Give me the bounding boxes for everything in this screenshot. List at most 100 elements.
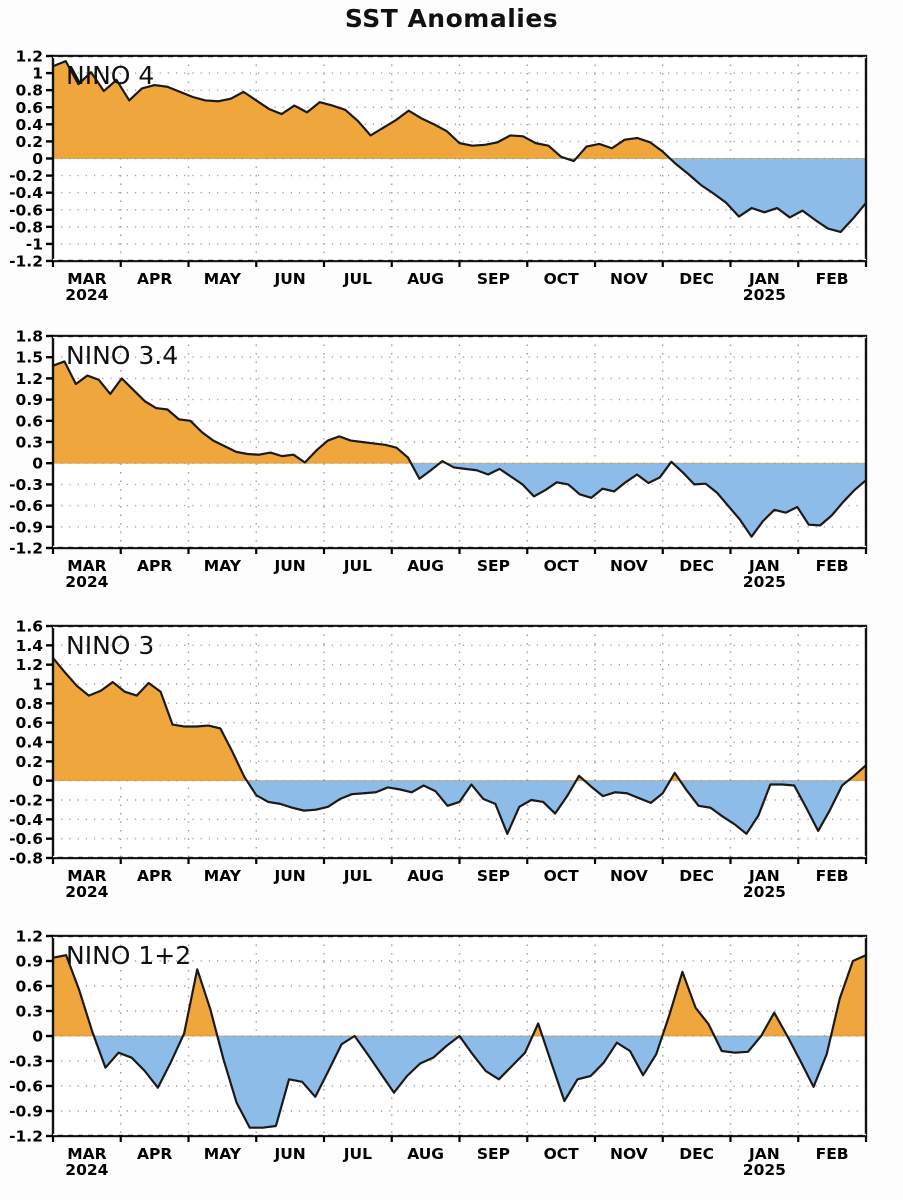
y-tick-label: -0.2 [9, 167, 43, 185]
x-tick-label-nov: NOV [610, 270, 648, 288]
y-axis: -0.8 -0.6-0.4-0.2 00.20.4 0.60.81 1.21.41.6 [9, 618, 53, 868]
positive-anomaly-area [53, 657, 866, 781]
x-tick-label-nov: NOV [610, 1145, 648, 1163]
y-tick-label: 0.8 [16, 695, 43, 713]
panel-nino-4: -1.2 -1 -0.8 -0.6 -0.4 -0.2 0 0.2 0.4 0.6 0.8 1 1.2 M… [0, 44, 903, 304]
panel-title: NINO 3 [66, 631, 154, 660]
y-tick-label: -0.3 [9, 476, 43, 494]
positive-anomaly-area [53, 61, 671, 159]
gridlines [53, 335, 866, 549]
y-tick-label: -0.8 [9, 850, 43, 868]
anomaly-line [52, 657, 867, 835]
x-tick-label-oct: OCT [544, 1145, 580, 1163]
x-tick-label-aug: AUG [407, 557, 444, 575]
x-tick-label-mar: MAR [67, 867, 106, 885]
y-tick-label: -0.8 [9, 218, 43, 236]
x-tick-label-mar: MAR [67, 270, 106, 288]
x-axis-year-2024: 2024 [65, 1161, 108, 1179]
y-tick-label: 0.4 [16, 116, 44, 134]
y-tick-label: 0 [32, 455, 43, 473]
x-tick-label-dec: DEC [679, 557, 714, 575]
y-tick-label: 0 [32, 150, 43, 168]
x-tick-label-dec: DEC [679, 270, 714, 288]
y-tick-label: 1.4 [16, 637, 44, 655]
x-tick-label-feb: FEB [816, 1145, 849, 1163]
y-tick-label: -0.4 [9, 184, 43, 202]
x-tick-label-may: MAY [204, 867, 242, 885]
x-tick-label-jan: JAN [748, 1145, 780, 1163]
y-tick-label: 1.6 [16, 618, 43, 636]
x-axis-year-2025: 2025 [743, 883, 786, 901]
x-tick-label-aug: AUG [407, 1145, 444, 1163]
x-tick-label-jul: JUL [343, 1145, 372, 1163]
y-tick-label: 1.2 [16, 928, 43, 946]
y-tick-label: 0.9 [16, 953, 43, 971]
x-tick-label-aug: AUG [407, 867, 444, 885]
x-tick-label-jun: JUN [273, 557, 305, 575]
y-tick-label: -1.2 [9, 1128, 43, 1146]
y-tick-label: 0.6 [16, 978, 43, 996]
anomaly-line [52, 954, 867, 1129]
page-title: SST Anomalies [344, 4, 559, 33]
x-tick-label-may: MAY [204, 270, 242, 288]
y-tick-label: -0.3 [9, 1053, 43, 1071]
x-tick-label-jan: JAN [748, 867, 780, 885]
x-axis-year-2025: 2025 [743, 1161, 786, 1179]
x-tick-label-jul: JUL [343, 557, 372, 575]
y-tick-label: 1 [32, 676, 43, 694]
y-tick-label: 1.2 [16, 656, 43, 674]
y-tick-label: -1 [26, 235, 43, 253]
y-axis: -1.2 -0.9 -0.6 -0.3 0 0.3 0.6 0.9 1.2 [9, 928, 53, 1146]
y-tick-label: 0.3 [16, 434, 43, 452]
x-tick-label-feb: FEB [816, 867, 849, 885]
x-tick-label-sep: SEP [477, 557, 510, 575]
y-tick-label: -0.2 [9, 792, 43, 810]
x-tick-label-dec: DEC [679, 1145, 714, 1163]
chart-nino-3: -0.8 -0.6-0.4-0.2 00.20.4 0.60.81 1.21.41.6 M… [9, 618, 868, 901]
y-tick-label: -0.6 [9, 201, 43, 219]
y-tick-label: 0 [32, 772, 43, 790]
x-axis-year-2024: 2024 [65, 573, 108, 591]
y-tick-label: -0.4 [9, 811, 43, 829]
negative-anomaly-area [411, 463, 866, 537]
chart-nino-4: -1.2-1-0.8-0.6-0.4-0.200.20.40.60.811.2M… [9, 48, 868, 304]
x-tick-label-mar: MAR [67, 557, 106, 575]
panel-nino-1-2: -1.2 -0.9 -0.6 -0.3 0 0.3 0.6 0.9 1.2 MAR 2024 APR M… [0, 924, 903, 1184]
y-tick-label: 0.3 [16, 1003, 43, 1021]
x-axis-year-2024: 2024 [65, 286, 108, 304]
x-tick-label-aug: AUG [407, 270, 444, 288]
y-tick-label: 1 [32, 65, 43, 83]
anomaly-line [52, 360, 867, 538]
anomaly-line [52, 60, 867, 234]
y-tick-label: -0.9 [9, 518, 43, 536]
x-tick-label-nov: NOV [610, 867, 648, 885]
y-tick-label: 0.9 [16, 391, 43, 409]
x-tick-label-apr: APR [137, 1145, 172, 1163]
y-tick-label: 0.6 [16, 99, 43, 117]
chart-nino-3-4: -1.2-0.9-0.6-0.300.30.60.91.21.51.8MAR20… [9, 328, 868, 591]
x-axis-year-2024: 2024 [65, 883, 108, 901]
y-tick-label: -0.6 [9, 497, 43, 515]
x-tick-label-jan: JAN [748, 557, 780, 575]
y-tick-label: 0.2 [16, 133, 43, 151]
x-tick-label-jun: JUN [273, 867, 305, 885]
panel-title: NINO 3.4 [66, 341, 178, 370]
x-tick-label-dec: DEC [679, 867, 714, 885]
x-tick-label-jul: JUL [343, 867, 372, 885]
y-tick-label: -0.6 [9, 830, 43, 848]
x-tick-label-sep: SEP [477, 1145, 510, 1163]
y-tick-label: -0.9 [9, 1103, 43, 1121]
x-tick-label-mar: MAR [67, 1145, 106, 1163]
x-tick-label-jun: JUN [273, 1145, 305, 1163]
y-axis: -1.2 -0.9 -0.6 -0.3 0 0.3 0.6 0.9 1.2 1.5 1.8 [9, 328, 53, 558]
y-tick-label: 0.8 [16, 82, 43, 100]
panel-nino-3: -0.8 -0.6 -0.4 -0.2 0 0.2 0.4 0.6 0.8 1 1.2 1.4 1.6 M… [0, 614, 903, 904]
x-axis-year-2025: 2025 [743, 573, 786, 591]
x-tick-label-may: MAY [204, 1145, 242, 1163]
y-tick-label: 1.2 [16, 48, 43, 66]
y-tick-label: 1.5 [16, 349, 43, 367]
